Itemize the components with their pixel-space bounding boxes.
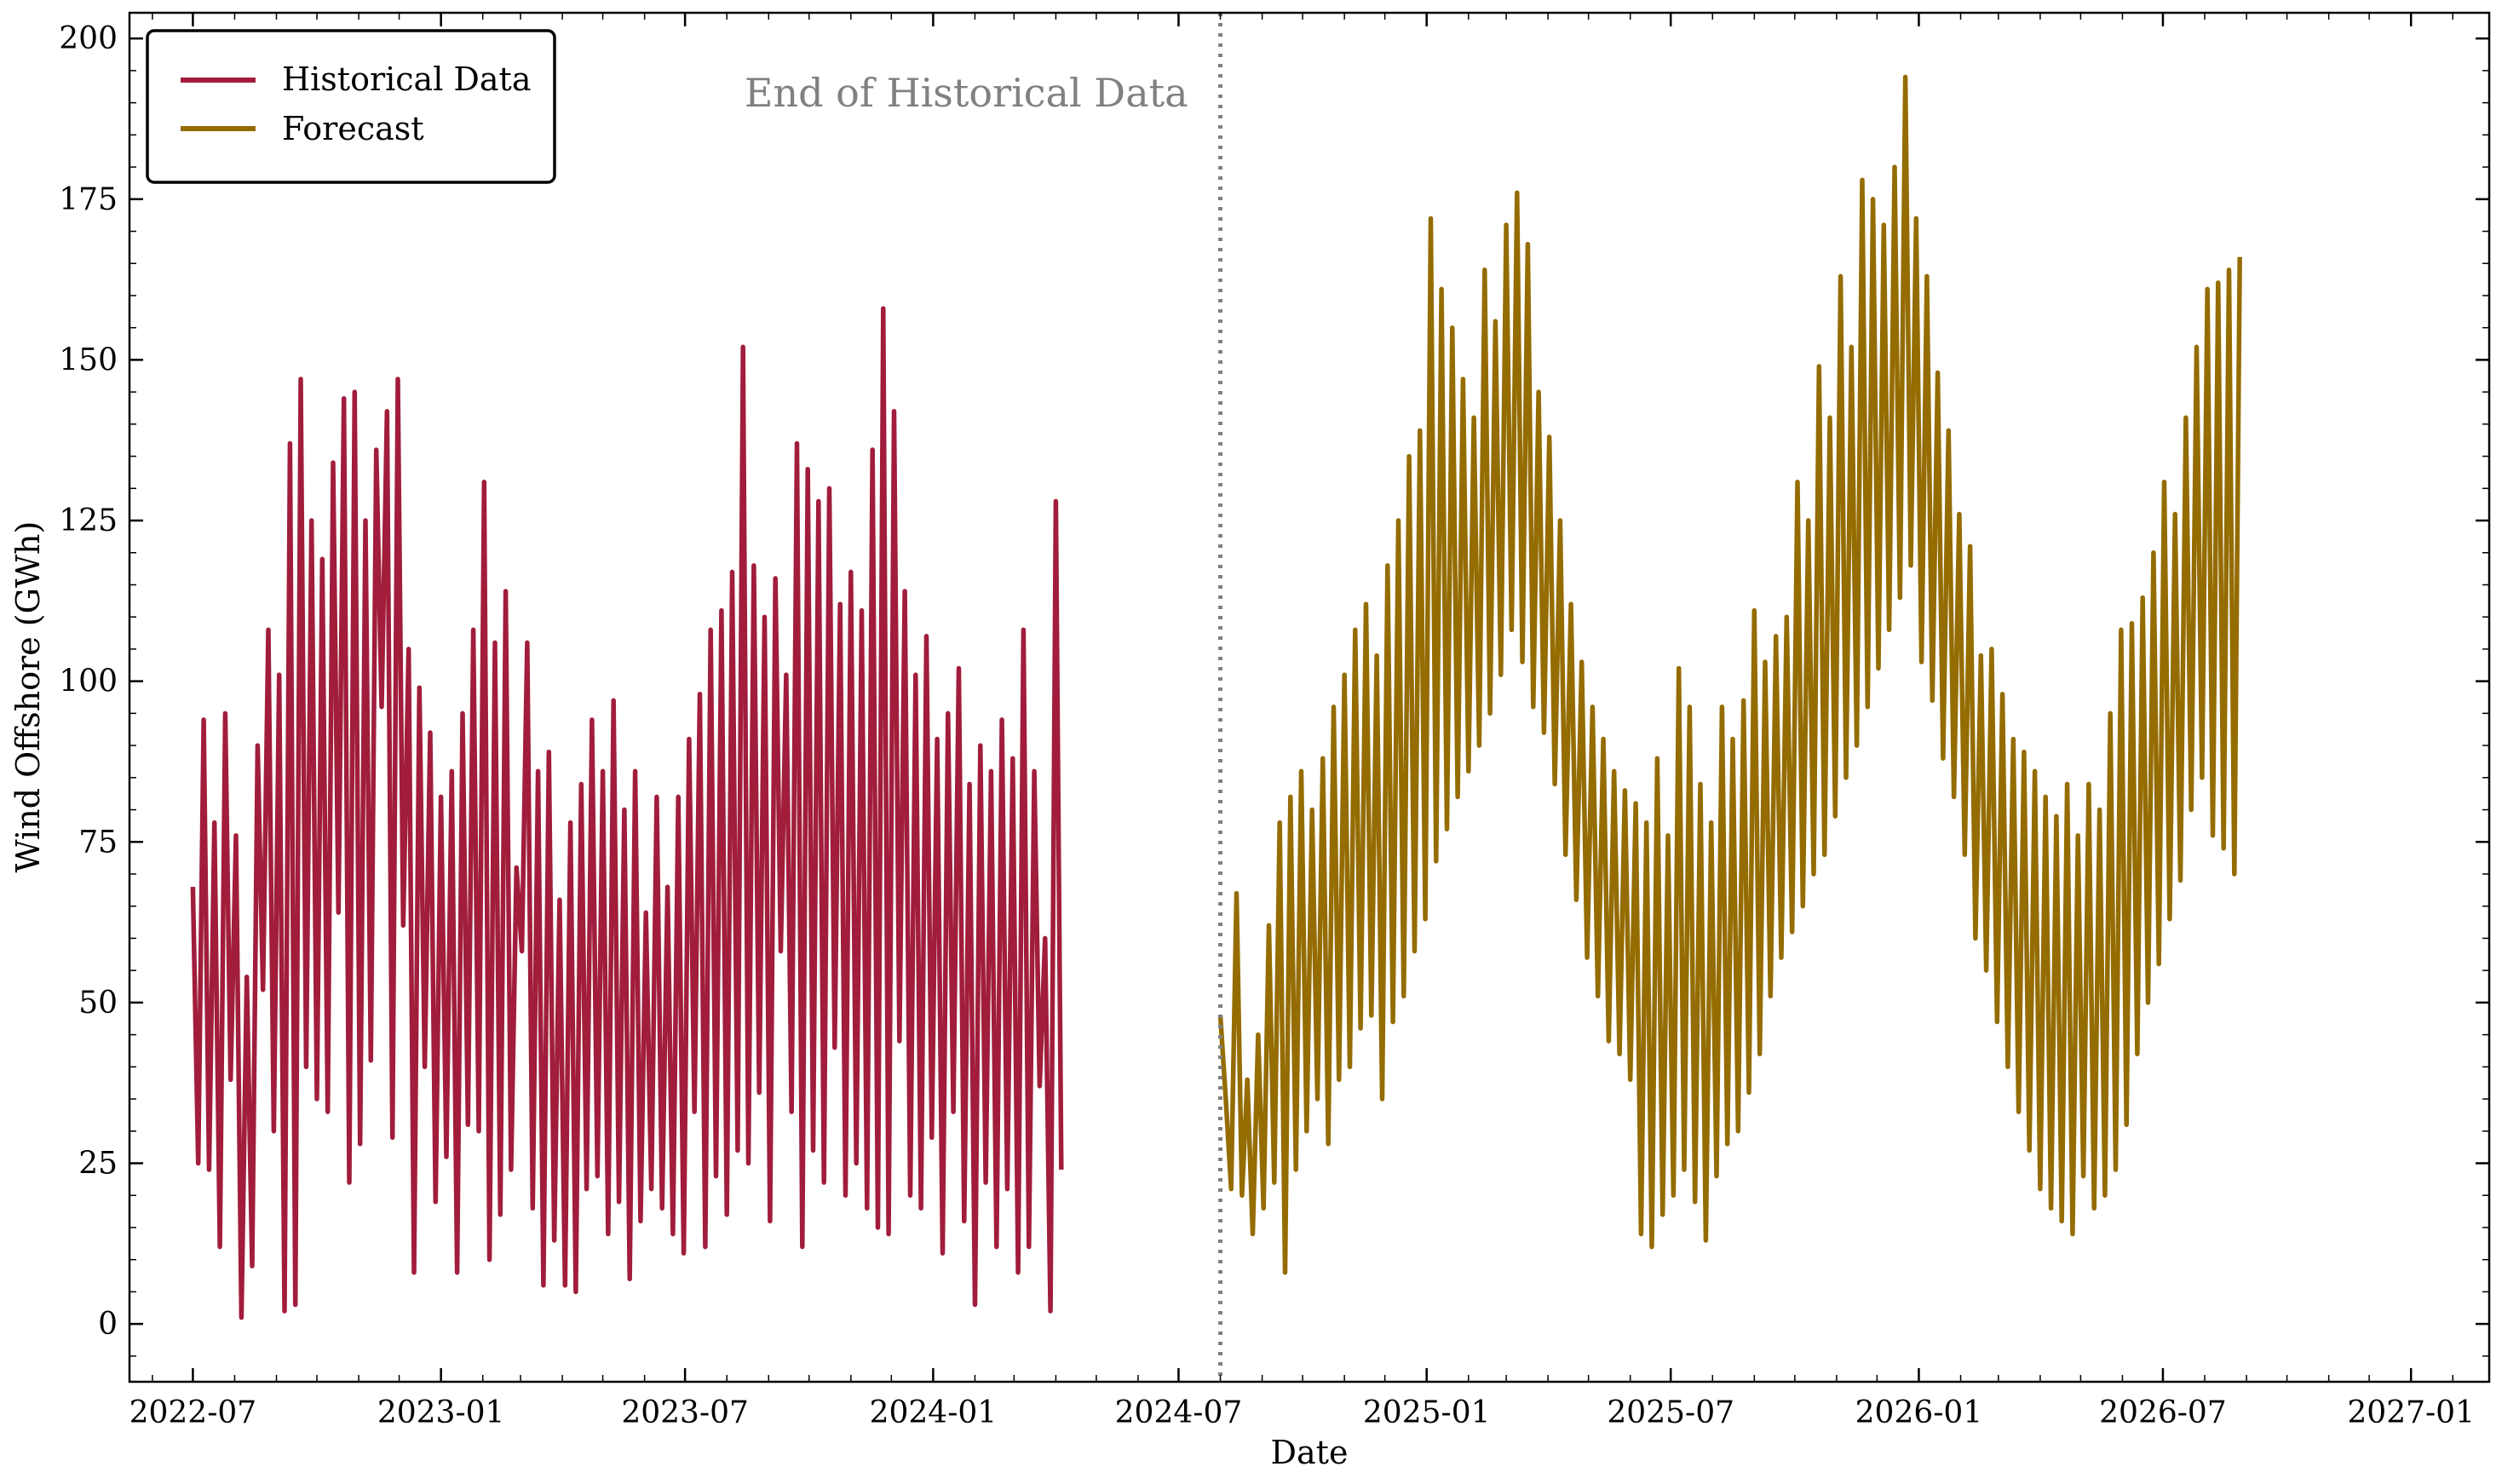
y-tick-label: 200 bbox=[59, 21, 118, 56]
x-tick-label: 2023-01 bbox=[377, 1395, 505, 1430]
x-tick-label: 2024-01 bbox=[870, 1395, 998, 1430]
legend: Historical Data Forecast bbox=[146, 29, 556, 184]
y-tick-label: 75 bbox=[78, 825, 118, 860]
legend-label-historical: Historical Data bbox=[282, 60, 531, 98]
x-tick-label: 2022-07 bbox=[129, 1395, 257, 1430]
y-axis-label: Wind Offshore (GWh) bbox=[9, 521, 47, 873]
y-tick-label: 150 bbox=[59, 342, 118, 377]
y-tick-label: 175 bbox=[59, 182, 118, 217]
y-tick-label: 125 bbox=[59, 503, 118, 538]
y-tick-label: 100 bbox=[59, 664, 118, 699]
end-of-history-annotation: End of Historical Data bbox=[745, 70, 1188, 116]
x-tick-label: 2024-07 bbox=[1115, 1395, 1243, 1430]
axes-layer: 0 25 50 75 100 125 150 175 200 2022-07 2023-01 2023… bbox=[59, 13, 2489, 1430]
legend-label-forecast: Forecast bbox=[282, 110, 424, 147]
x-tick-label: 2027-01 bbox=[2347, 1395, 2475, 1430]
y-tick-label: 0 bbox=[98, 1307, 118, 1342]
x-tick-label: 2023-07 bbox=[621, 1395, 749, 1430]
series-line-historical bbox=[190, 306, 1064, 1320]
series-line-forecast bbox=[1217, 74, 2242, 1275]
plot-frame bbox=[128, 11, 2491, 1383]
x-tick-label: 2025-07 bbox=[1607, 1395, 1734, 1430]
legend-frame bbox=[146, 29, 556, 184]
x-axis-label: Date bbox=[1271, 1434, 1349, 1471]
x-tick-label: 2026-01 bbox=[1855, 1395, 1983, 1430]
x-tick-label: 2026-07 bbox=[2099, 1395, 2227, 1430]
series-layer bbox=[190, 74, 2242, 1320]
y-tick-label: 25 bbox=[78, 1146, 118, 1181]
x-tick-label: 2025-01 bbox=[1363, 1395, 1491, 1430]
y-tick-label: 50 bbox=[78, 986, 118, 1021]
